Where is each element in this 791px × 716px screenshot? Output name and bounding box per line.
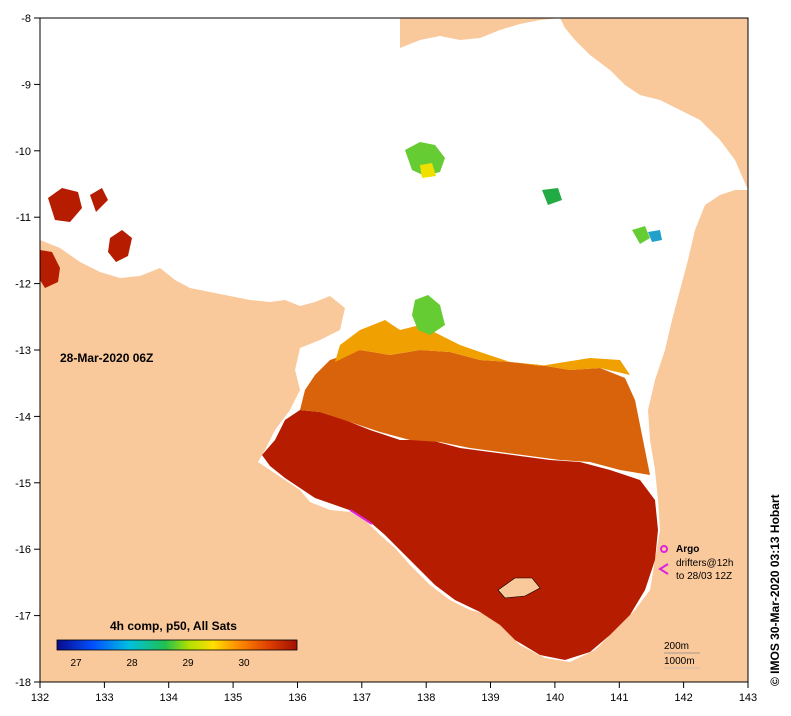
y-tick-label: -16: [15, 544, 31, 556]
colorbar-tick: 29: [182, 658, 194, 669]
island-mornington: [497, 577, 541, 599]
colorbar-legend: 4h comp, p50, All Sats 27 28 29 30: [56, 619, 298, 669]
argo-label: Argo: [676, 544, 699, 555]
x-tick-label: 142: [674, 692, 692, 704]
x-tick-label: 132: [31, 692, 49, 704]
y-tick-label: -13: [15, 345, 31, 357]
y-tick-label: -8: [21, 13, 31, 25]
sst-cool-patch-3: [542, 188, 562, 205]
x-tick-label: 133: [95, 692, 113, 704]
depth-1000-label: 1000m: [664, 656, 695, 667]
x-tick-label: 135: [224, 692, 242, 704]
y-tick-label: -14: [15, 411, 31, 423]
land-cape-york: [560, 18, 748, 190]
x-tick-label: 140: [546, 692, 564, 704]
timestamp-label: 28-Mar-2020 06Z: [60, 351, 153, 365]
colorbar: [56, 639, 298, 651]
depth-legend: 200m 1000m: [664, 641, 700, 669]
y-tick-label: -11: [16, 212, 31, 224]
colorbar-tick: 27: [70, 658, 82, 669]
x-tick-label: 143: [739, 692, 757, 704]
x-tick-label: 136: [288, 692, 306, 704]
drifter-tracks: [349, 509, 373, 525]
x-tick-label: 141: [610, 692, 628, 704]
colorbar-tick: 28: [126, 658, 138, 669]
symbol-legend: Argo drifters@12h to 28/03 12Z: [658, 544, 733, 582]
colorbar-tick: 30: [238, 658, 250, 669]
y-tick-label: -9: [21, 79, 31, 91]
drifter-arrow-icon: [658, 563, 669, 575]
drifters-date: to 28/03 12Z: [676, 571, 732, 582]
y-tick-label: -18: [15, 677, 31, 689]
x-tick-label: 134: [160, 692, 178, 704]
sst-mid-region: [335, 320, 630, 375]
x-tick-label: 138: [417, 692, 435, 704]
x-tick-label: 139: [481, 692, 499, 704]
x-axis: [39, 682, 749, 688]
sst-cool-patch-4: [632, 226, 650, 244]
sst-cool-patch-1: [405, 142, 445, 176]
x-tick-label: 137: [353, 692, 371, 704]
drifters-label: drifters@12h: [676, 558, 733, 569]
sst-cool-patch-5: [648, 230, 662, 242]
sst-hot-patch-west-2: [40, 250, 60, 288]
y-tick-label: -12: [15, 279, 31, 291]
sst-hot-patch-west-3: [108, 230, 132, 262]
land-new-guinea: [400, 18, 560, 48]
y-tick-label: -10: [15, 146, 31, 158]
sst-hot-patch-west-1: [48, 188, 82, 222]
sst-cool-patch-6: [420, 163, 436, 178]
colorbar-title: 4h comp, p50, All Sats: [110, 619, 237, 633]
y-tick-label: -17: [15, 611, 31, 623]
sst-warm-region: [300, 350, 650, 475]
argo-symbol-icon: [660, 545, 668, 553]
depth-200-label: 200m: [664, 641, 689, 652]
y-tick-label: -15: [15, 478, 31, 490]
sst-hot-patch-west-4: [90, 188, 108, 212]
sst-cool-patch-2: [412, 295, 445, 335]
y-axis: [34, 17, 40, 683]
land-northern-territory: [40, 190, 748, 682]
sst-hot-region: [262, 410, 658, 660]
credit-label: © IMOS 30-Mar-2020 03:13 Hobart: [768, 494, 782, 686]
